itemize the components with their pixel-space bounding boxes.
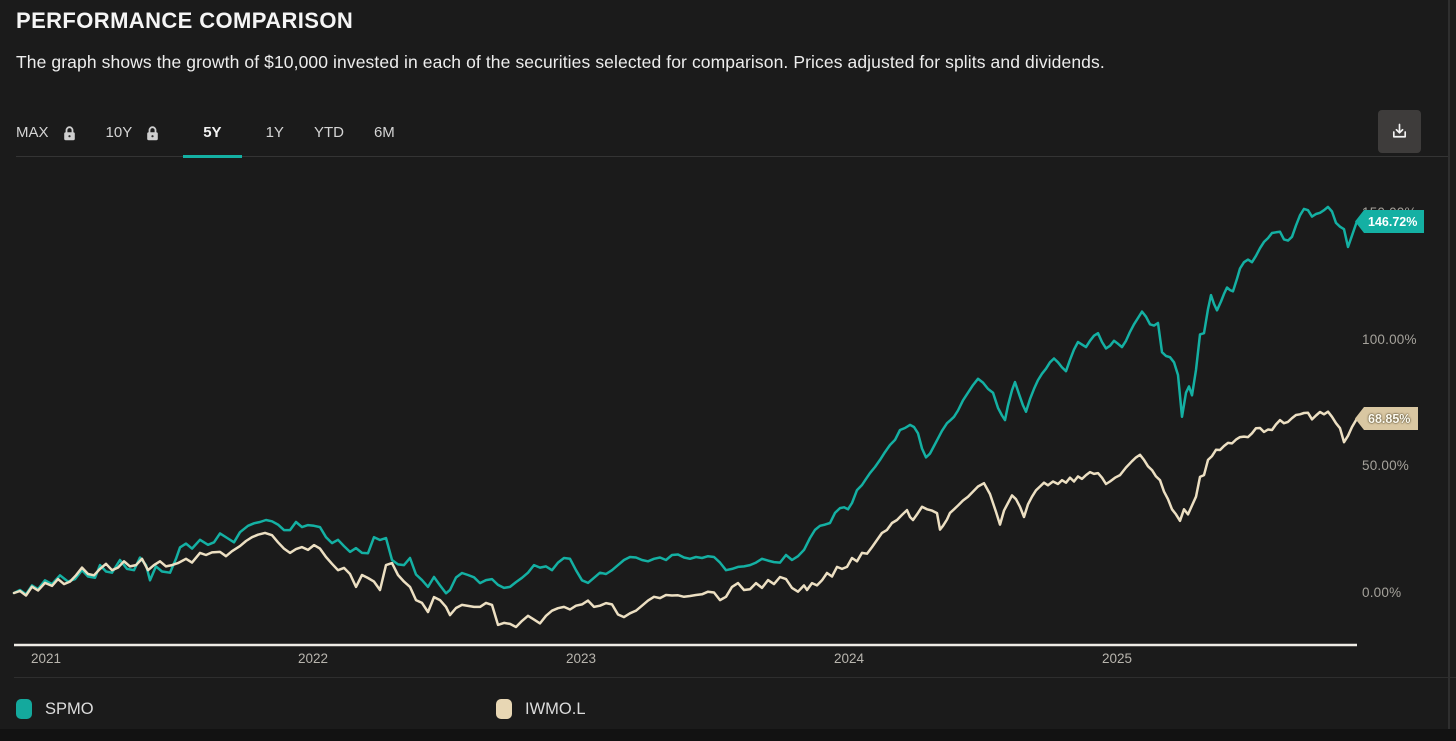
y-axis-tick: 100.00% [1362,332,1417,347]
download-button[interactable] [1378,110,1421,153]
legend-label: IWMO.L [525,699,586,718]
lock-icon [146,125,159,141]
iwmo-value-badge: 68.85% [1355,407,1418,430]
series-line-spmo [12,205,1359,596]
tab-1y[interactable]: 1Y [265,123,284,141]
legend-item-spmo[interactable]: SPMO [16,699,94,719]
iwmo-color-swatch [496,699,512,719]
x-axis-tick: 2024 [833,651,865,666]
y-axis-tick: 50.00% [1362,458,1409,473]
spmo-value-badge: 146.72% [1355,210,1424,233]
page-title: PERFORMANCE COMPARISON [16,8,354,33]
tab-6m[interactable]: 6M [373,123,395,141]
x-axis-tick: 2022 [297,651,329,666]
chart-description: The graph shows the growth of $10,000 in… [16,52,1105,72]
card-bottom-edge [0,729,1456,741]
scrollbar-track[interactable] [1448,0,1450,741]
legend-divider [14,677,1456,678]
tab-max[interactable]: MAX [16,123,49,141]
x-axis-tick: 2023 [565,651,597,666]
legend-item-iwmo[interactable]: IWMO.L [496,699,586,719]
range-tabs: MAX 10Y 5Y 1Y YTD 6M [16,112,1448,158]
x-axis-tick: 2021 [30,651,62,666]
download-icon [1389,121,1410,142]
tab-5y[interactable]: 5Y [183,112,242,158]
spmo-color-swatch [16,699,32,719]
tab-10y[interactable]: 10Y [105,123,133,141]
lock-icon [63,125,76,141]
x-axis-tick: 2025 [1101,651,1133,666]
tab-ytd[interactable]: YTD [313,123,344,141]
series-line-iwmo.l [12,410,1359,629]
y-axis-tick: 0.00% [1362,585,1402,600]
legend-label: SPMO [45,699,94,718]
